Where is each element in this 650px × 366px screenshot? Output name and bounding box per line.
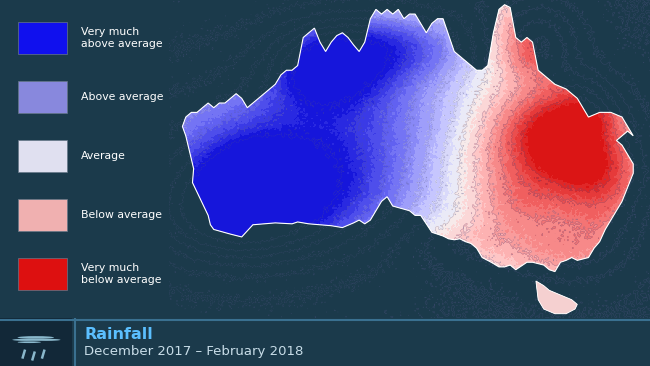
Polygon shape bbox=[536, 281, 577, 314]
Point bbox=[164, 315, 174, 321]
Point bbox=[164, 315, 174, 321]
Point bbox=[164, 315, 174, 321]
Bar bbox=[0, 318, 72, 366]
Point bbox=[164, 315, 174, 321]
Bar bbox=[18, 258, 67, 290]
Bar bbox=[18, 199, 67, 231]
Polygon shape bbox=[536, 281, 577, 314]
Point bbox=[164, 315, 174, 321]
Point bbox=[164, 315, 174, 321]
Point bbox=[164, 315, 174, 321]
Point bbox=[164, 315, 174, 321]
Point bbox=[164, 315, 174, 321]
Point bbox=[164, 315, 174, 321]
Point bbox=[164, 315, 174, 321]
Point bbox=[164, 315, 174, 321]
Point bbox=[164, 315, 174, 321]
Text: Below average: Below average bbox=[81, 210, 162, 220]
Circle shape bbox=[32, 339, 60, 341]
Point bbox=[164, 315, 174, 321]
Point bbox=[164, 315, 174, 321]
Point bbox=[164, 315, 174, 321]
Point bbox=[164, 315, 174, 321]
Point bbox=[164, 315, 174, 321]
Point bbox=[164, 315, 174, 321]
Text: Rainfall: Rainfall bbox=[84, 326, 153, 341]
Point bbox=[164, 315, 174, 321]
Circle shape bbox=[18, 341, 41, 343]
Text: Very much
below average: Very much below average bbox=[81, 263, 161, 285]
Polygon shape bbox=[183, 5, 633, 272]
Circle shape bbox=[18, 336, 54, 339]
Point bbox=[164, 315, 174, 321]
Text: Very much
above average: Very much above average bbox=[81, 27, 162, 49]
Point bbox=[164, 315, 174, 321]
Text: Above average: Above average bbox=[81, 92, 163, 102]
Point bbox=[164, 315, 174, 321]
Bar bbox=[18, 140, 67, 172]
Circle shape bbox=[12, 339, 41, 341]
Text: December 2017 – February 2018: December 2017 – February 2018 bbox=[84, 345, 304, 358]
Text: Average: Average bbox=[81, 151, 125, 161]
Bar bbox=[18, 22, 67, 54]
Point bbox=[164, 315, 174, 321]
Bar bbox=[18, 81, 67, 113]
